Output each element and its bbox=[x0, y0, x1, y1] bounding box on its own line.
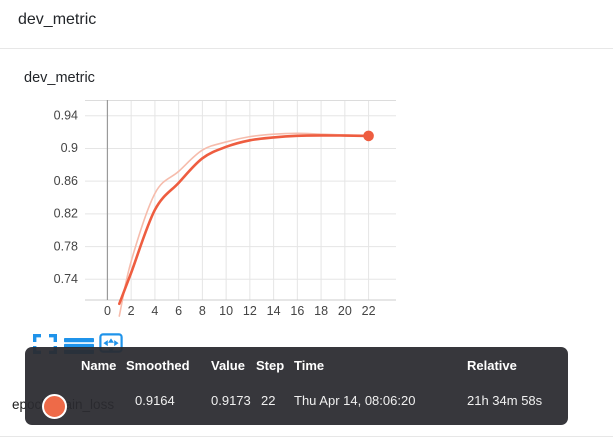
svg-text:0.78: 0.78 bbox=[54, 239, 78, 253]
svg-text:20: 20 bbox=[338, 304, 352, 318]
svg-text:22: 22 bbox=[362, 304, 376, 318]
svg-text:6: 6 bbox=[175, 304, 182, 318]
svg-text:16: 16 bbox=[290, 304, 304, 318]
svg-text:8: 8 bbox=[199, 304, 206, 318]
svg-text:0.9: 0.9 bbox=[61, 141, 78, 155]
svg-text:14: 14 bbox=[267, 304, 281, 318]
svg-text:0.82: 0.82 bbox=[54, 207, 78, 221]
svg-text:0: 0 bbox=[104, 304, 111, 318]
svg-text:0.94: 0.94 bbox=[54, 109, 78, 123]
svg-text:4: 4 bbox=[151, 304, 158, 318]
svg-text:18: 18 bbox=[314, 304, 328, 318]
svg-text:0.86: 0.86 bbox=[54, 174, 78, 188]
svg-text:12: 12 bbox=[243, 304, 257, 318]
svg-text:2: 2 bbox=[128, 304, 135, 318]
svg-text:10: 10 bbox=[219, 304, 233, 318]
svg-text:0.74: 0.74 bbox=[54, 272, 78, 286]
